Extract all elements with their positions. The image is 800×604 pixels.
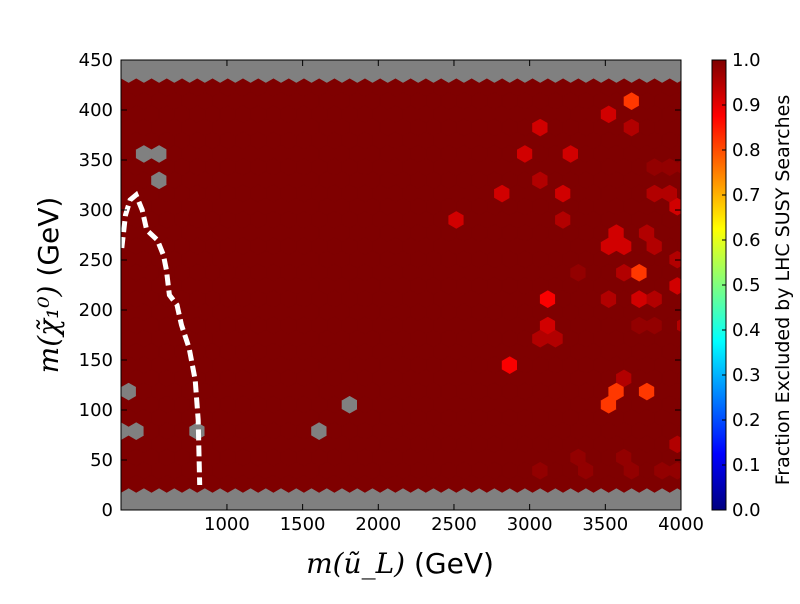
y-tick-label: 250 [79, 250, 113, 271]
x-axis-ticks: 1000 1500 2000 2500 3000 3500 4000 [204, 60, 704, 535]
x-tick-label: 4000 [658, 514, 704, 535]
y-tick-label: 200 [79, 300, 113, 321]
hexbin-cell [693, 79, 708, 97]
y-tick-label: 150 [79, 350, 113, 371]
hexbin-cell [693, 211, 708, 229]
hexbin-cell [685, 462, 700, 480]
y-tick-label: 450 [79, 50, 113, 71]
hexbin-cell [685, 118, 700, 136]
hexbin-cell [685, 250, 700, 268]
hexbin-cell [676, 80, 681, 95]
colorbar-tick-label: 0.4 [732, 320, 761, 341]
hexbin-cell [693, 290, 708, 308]
hexbin-cell [693, 422, 708, 440]
colorbar-tick-label: 0.0 [732, 500, 761, 521]
hexbin-cell [685, 277, 700, 295]
hexbin-cell [693, 396, 708, 414]
y-tick-label: 300 [79, 200, 113, 221]
hexbin-cell [693, 264, 708, 282]
y-tick-label: 0 [102, 500, 113, 521]
hexbin-cell [693, 343, 708, 361]
hexbin-cell [685, 145, 700, 163]
y-tick-label: 400 [79, 100, 113, 121]
hexbin-cell [685, 171, 700, 189]
y-axis-ticks: 0 50 100 150 200 250 300 350 400 450 [79, 50, 681, 521]
colorbar-tick-label: 0.9 [732, 95, 761, 116]
hexbin-cell [685, 303, 700, 321]
hexbin-cell [685, 435, 700, 453]
colorbar-tick-label: 0.2 [732, 410, 761, 431]
hexbin-cell [685, 198, 700, 216]
hexbin-cell [693, 316, 708, 334]
colorbar-label: Fraction Excluded by LHC SUSY Searches [772, 95, 794, 485]
hexbin-cell [685, 224, 700, 242]
x-tick-label: 1500 [280, 514, 326, 535]
plot-frame [120, 59, 682, 511]
hexbin-cell [693, 158, 708, 176]
hexbin-cell [693, 448, 708, 466]
exclusion-boundary-line [121, 190, 203, 486]
hexbin-cell [693, 132, 708, 150]
hexbin-cell [693, 237, 708, 255]
x-tick-label: 2500 [431, 514, 477, 535]
colorbar-tick-label: 0.7 [732, 185, 761, 206]
hexbin-cells [121, 78, 708, 493]
y-axis-label: m(χ̃₁⁰) (GeV) [32, 197, 65, 374]
hexbin-cell [685, 356, 700, 374]
hexbin-cell [685, 409, 700, 427]
x-tick-label: 3000 [507, 514, 553, 535]
x-axis-label: m(ũ_L) (GeV) [306, 547, 494, 580]
hexbin-cell [685, 382, 700, 400]
colorbar-tick-label: 1.0 [732, 50, 761, 71]
hexbin-cell [693, 105, 708, 123]
colorbar-tick-label: 0.8 [732, 140, 761, 161]
y-tick-label: 350 [79, 150, 113, 171]
x-tick-label: 1000 [204, 514, 250, 535]
hexbin-cell [693, 184, 708, 202]
x-tick-label: 3500 [582, 514, 628, 535]
y-tick-label: 100 [79, 400, 113, 421]
hexbin-cell [685, 92, 700, 110]
colorbar-tick-label: 0.3 [732, 365, 761, 386]
y-tick-label: 50 [90, 450, 113, 471]
colorbar-ticks: 0.0 0.1 0.2 0.3 0.4 0.5 0.6 0.7 0.8 0.9 1.0 [722, 50, 761, 521]
hexbin-cell [693, 475, 708, 493]
colorbar-tick-label: 0.1 [732, 455, 761, 476]
hexbin-cell [685, 330, 700, 348]
hexbin-cell [693, 369, 708, 387]
colorbar-tick-label: 0.6 [732, 230, 761, 251]
x-tick-label: 2000 [355, 514, 401, 535]
colorbar-tick-label: 0.5 [732, 275, 761, 296]
